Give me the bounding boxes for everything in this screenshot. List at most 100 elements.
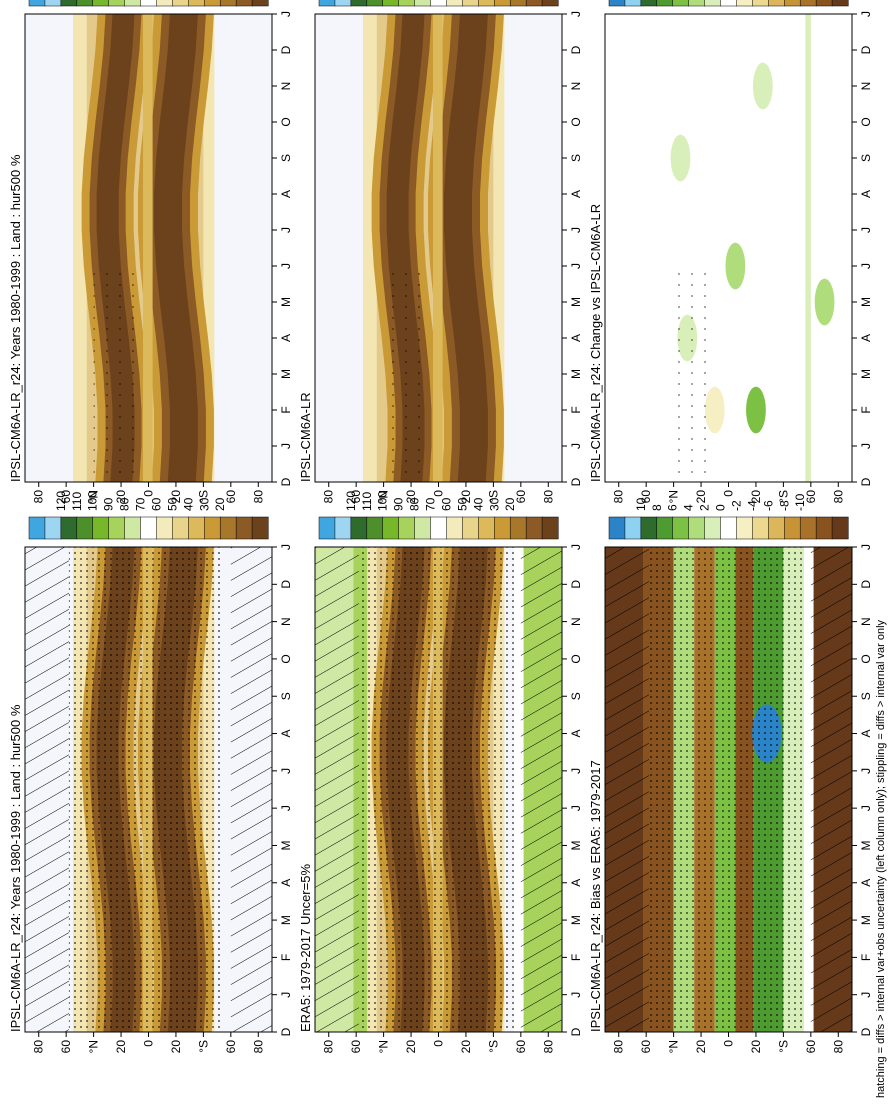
x-tick-label: A (569, 190, 583, 198)
colorbar-label: 20 (503, 497, 517, 511)
colorbar-swatch (219, 516, 237, 540)
colorbar-swatch (28, 516, 46, 540)
colorbar-swatch (28, 0, 46, 7)
colorbar-swatch (656, 516, 674, 540)
panel-6: IPSL-CM6A-LR_r24: Change vs IPSL-CM6A-LR… (588, 0, 873, 503)
colorbar-swatch (446, 516, 463, 540)
x-tick-label: J (279, 263, 293, 269)
hatching-south (810, 547, 852, 1032)
x-tick-label: M (569, 915, 583, 925)
colorbar-swatch (784, 0, 801, 7)
x-tick-label: D (279, 1027, 293, 1036)
y-tick-label: 0 (432, 1040, 446, 1047)
colorbar-swatch (140, 0, 158, 7)
colorbar-swatch (541, 516, 559, 540)
panel-3: IPSL-CM6A-LR_r24: Bias vs ERA5: 1979-201… (588, 493, 873, 1053)
colorbar-swatch (366, 516, 384, 540)
colorbar-swatch (350, 516, 368, 540)
y-tick-label: 20 (749, 1040, 763, 1054)
colorbar-label: 50 (455, 497, 469, 511)
y-tick-label: °S (196, 1040, 210, 1053)
colorbar-swatch (640, 0, 658, 7)
x-tick-label: D (569, 45, 583, 54)
colorbar-swatch (478, 516, 495, 540)
colorbar-swatch (525, 0, 543, 7)
y-tick-label: 60 (224, 490, 238, 504)
colorbar-label: 120 (344, 491, 358, 511)
colorbar-label: 50 (165, 497, 179, 511)
colorbar-swatch (44, 0, 62, 7)
colorbar-swatch (44, 516, 62, 540)
x-tick-label: F (859, 406, 873, 413)
colorbar-swatch (188, 0, 205, 7)
colorbar-label: 90 (102, 497, 116, 511)
colorbar-label: 4 (682, 504, 696, 511)
colorbar-swatch (140, 516, 158, 540)
y-tick-label: 0 (142, 1040, 156, 1047)
panel-title: ERA5: 1979-2017 Uncer=5% (298, 864, 313, 1032)
x-tick-label: J (859, 11, 873, 17)
x-tick-label: F (569, 406, 583, 413)
x-tick-label: A (569, 730, 583, 738)
x-tick-label: J (279, 805, 293, 811)
y-tick-label: 20 (404, 490, 418, 504)
colorbar-swatch (768, 516, 785, 540)
colorbar-swatch (494, 0, 511, 7)
colorbar-swatch (799, 0, 817, 7)
x-tick-label: M (859, 369, 873, 379)
x-tick-label: A (569, 334, 583, 342)
x-tick-label: M (859, 915, 873, 925)
y-tick-label: 80 (612, 490, 626, 504)
hatching-north (315, 547, 359, 1032)
x-tick-label: J (859, 992, 873, 998)
colorbar-label: 40 (181, 497, 195, 511)
colorbar-swatch (624, 0, 642, 7)
colorbar-label: 6 (666, 504, 680, 511)
colorbar-label: -10 (793, 493, 807, 511)
colorbar-swatch (478, 0, 495, 7)
colorbar-swatch (720, 516, 738, 540)
x-tick-label: M (279, 915, 293, 925)
y-tick-label: 60 (224, 1040, 238, 1054)
y-tick-label: 80 (322, 1040, 336, 1054)
colorbar-label: 110 (70, 492, 84, 511)
x-tick-label: N (569, 82, 583, 91)
colorbar-swatch (92, 516, 110, 540)
y-tick-label: 80 (32, 490, 46, 504)
colorbar-label: 100 (376, 491, 390, 511)
colorbar-label: -2 (729, 500, 743, 511)
y-tick-label: 60 (639, 490, 653, 504)
y-tick-label: 20 (404, 1040, 418, 1054)
x-tick-label: J (279, 544, 293, 550)
colorbar-label: 70 (424, 497, 438, 511)
x-tick-label: A (279, 190, 293, 198)
x-tick-label: M (279, 369, 293, 379)
colorbar-swatch (688, 0, 706, 7)
x-tick-label: A (859, 879, 873, 887)
colorbar-swatch (430, 0, 448, 7)
colorbar-swatch (768, 0, 785, 7)
x-tick-label: F (279, 406, 293, 413)
colorbar-label: 30 (487, 497, 501, 511)
stippling-area (673, 271, 715, 482)
colorbar-swatch (784, 516, 801, 540)
y-tick-label: °S (486, 490, 500, 503)
colorbar-label: 8 (650, 504, 664, 511)
colorbar-swatch (541, 0, 559, 7)
x-tick-label: F (859, 954, 873, 961)
y-tick-label: 80 (831, 1040, 845, 1054)
colorbar-swatch (656, 0, 674, 7)
colorbar-swatch (318, 516, 336, 540)
colorbar-swatch (672, 516, 690, 540)
x-tick-label: O (859, 117, 873, 126)
figure-footnote: hatching = diffs > internal var+obs unce… (875, 619, 887, 1098)
colorbar-label: 40 (471, 497, 485, 511)
y-tick-label: 60 (514, 490, 528, 504)
colorbar-swatch (156, 0, 173, 7)
panel-title: IPSL-CM6A-LR_r24: Years 1980-1999 : Land… (8, 154, 23, 482)
colorbar-swatch (188, 516, 205, 540)
colorbar-label: 80 (408, 497, 422, 511)
